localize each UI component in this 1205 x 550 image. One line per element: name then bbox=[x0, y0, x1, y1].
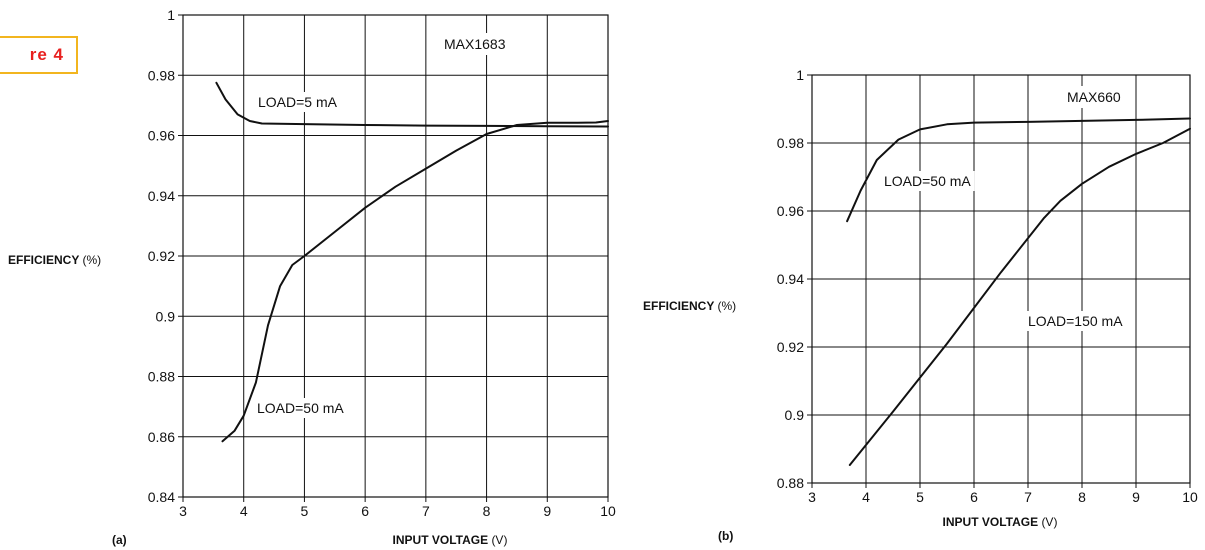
y-axis-label: EFFICIENCY bbox=[643, 299, 717, 313]
series-line-1 bbox=[215, 81, 609, 128]
x-axis-label: INPUT VOLTAGE bbox=[393, 533, 492, 547]
y-tick-label: 0.88 bbox=[148, 369, 175, 385]
x-tick-label: 5 bbox=[916, 489, 924, 505]
y-tick-label: 0.98 bbox=[148, 67, 175, 83]
x-tick-label: 6 bbox=[361, 503, 369, 519]
series-label-1: LOAD=5 mA bbox=[258, 94, 338, 110]
series-line-2 bbox=[221, 120, 609, 443]
chart-panel-b: 3 4 5 6 7 8 9 10 0.88 0.9 0.92 0.94 0.96 0.98 1 LOAD=50… bbox=[643, 67, 1198, 543]
chart-panel-a: 3 4 5 6 7 8 9 10 0.84 0.86 0.88 0.9 0.92 0.94 0.96 0.98… bbox=[8, 7, 616, 547]
x-tick-label: 9 bbox=[1132, 489, 1140, 505]
series-label-2: LOAD=150 mA bbox=[1028, 313, 1123, 329]
series-label-bg bbox=[881, 171, 975, 191]
series-label-bg bbox=[254, 398, 348, 418]
series-line-1 bbox=[846, 117, 1191, 223]
y-axis-unit: (%) bbox=[717, 299, 736, 313]
y-tick-label: 1 bbox=[167, 7, 175, 23]
y-axis-title: EFFICIENCY (%) bbox=[8, 253, 101, 267]
series-label-bg bbox=[1025, 311, 1127, 331]
y-tick-label: 0.92 bbox=[148, 248, 175, 264]
y-tick-label: 0.94 bbox=[777, 271, 804, 287]
y-tick-label: 1 bbox=[796, 67, 804, 83]
y-tick-label: 0.9 bbox=[785, 407, 805, 423]
plot-frame bbox=[811, 74, 1191, 484]
x-axis-title: INPUT VOLTAGE (V) bbox=[943, 515, 1058, 529]
x-tick-label: 4 bbox=[240, 503, 248, 519]
plot-frame bbox=[182, 14, 609, 498]
series-line-2 bbox=[848, 127, 1191, 466]
x-tick-label: 8 bbox=[483, 503, 491, 519]
device-annotation-bg bbox=[1063, 86, 1125, 108]
x-tick-label: 10 bbox=[1182, 489, 1198, 505]
panel-label: (a) bbox=[112, 533, 127, 547]
series-label-2: LOAD=50 mA bbox=[257, 400, 344, 416]
y-tick-label: 0.98 bbox=[777, 135, 804, 151]
y-tick-label: 0.96 bbox=[777, 203, 804, 219]
panel-label: (b) bbox=[718, 529, 733, 543]
series-label-bg bbox=[255, 92, 341, 112]
y-axis-title: EFFICIENCY (%) bbox=[643, 299, 736, 313]
x-axis-label: INPUT VOLTAGE bbox=[943, 515, 1042, 529]
x-tick-label: 5 bbox=[301, 503, 309, 519]
x-tick-label: 10 bbox=[600, 503, 616, 519]
device-annotation-bg bbox=[440, 33, 510, 55]
x-axis-unit: (V) bbox=[491, 533, 507, 547]
x-tick-label: 4 bbox=[862, 489, 870, 505]
y-tick-label: 0.88 bbox=[777, 475, 804, 491]
x-tick-label: 7 bbox=[1024, 489, 1032, 505]
y-tick-label: 0.84 bbox=[148, 489, 175, 505]
x-tick-label: 6 bbox=[970, 489, 978, 505]
y-tick-label: 0.9 bbox=[156, 308, 176, 324]
y-axis-label: EFFICIENCY bbox=[8, 253, 82, 267]
x-tick-label: 7 bbox=[422, 503, 430, 519]
x-tick-label: 8 bbox=[1078, 489, 1086, 505]
x-axis-unit: (V) bbox=[1041, 515, 1057, 529]
x-axis-title: INPUT VOLTAGE (V) bbox=[393, 533, 508, 547]
device-annotation: MAX660 bbox=[1067, 89, 1121, 105]
figure-tag: re 4 bbox=[0, 36, 78, 74]
y-tick-label: 0.96 bbox=[148, 128, 175, 144]
y-axis-unit: (%) bbox=[82, 253, 101, 267]
device-annotation: MAX1683 bbox=[444, 36, 506, 52]
x-tick-label: 9 bbox=[543, 503, 551, 519]
y-tick-label: 0.86 bbox=[148, 429, 175, 445]
x-tick-label: 3 bbox=[808, 489, 816, 505]
x-tick-label: 3 bbox=[179, 503, 187, 519]
y-tick-label: 0.92 bbox=[777, 339, 804, 355]
y-tick-label: 0.94 bbox=[148, 188, 175, 204]
series-label-1: LOAD=50 mA bbox=[884, 173, 971, 189]
